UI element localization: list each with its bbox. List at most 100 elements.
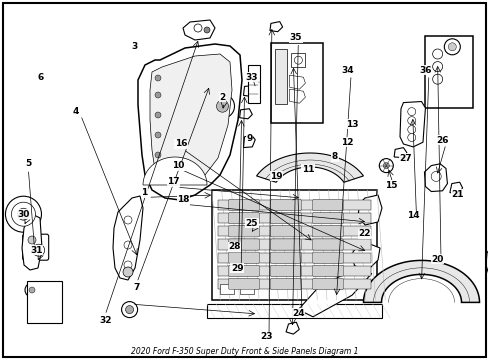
Circle shape: [294, 56, 302, 64]
Polygon shape: [399, 102, 425, 147]
Circle shape: [122, 302, 137, 318]
Text: 6: 6: [38, 73, 43, 82]
Circle shape: [124, 261, 132, 269]
Bar: [240, 284, 253, 294]
Text: 18: 18: [177, 195, 189, 204]
Polygon shape: [150, 54, 231, 185]
Circle shape: [203, 27, 209, 33]
FancyBboxPatch shape: [228, 278, 259, 289]
Circle shape: [216, 100, 228, 112]
Polygon shape: [278, 203, 341, 235]
Circle shape: [124, 216, 132, 224]
Circle shape: [194, 24, 202, 32]
Polygon shape: [285, 322, 299, 334]
Text: 7: 7: [133, 284, 140, 292]
FancyBboxPatch shape: [228, 252, 259, 263]
Polygon shape: [485, 238, 488, 284]
Circle shape: [124, 241, 132, 249]
Text: 25: 25: [245, 219, 258, 228]
FancyBboxPatch shape: [312, 213, 343, 224]
Circle shape: [36, 247, 41, 253]
Circle shape: [155, 152, 161, 158]
Circle shape: [33, 244, 44, 256]
Text: 34: 34: [340, 66, 353, 75]
Text: 20: 20: [430, 255, 443, 264]
Circle shape: [125, 306, 133, 314]
FancyBboxPatch shape: [228, 226, 259, 237]
Bar: [248, 65, 260, 103]
FancyBboxPatch shape: [270, 226, 301, 237]
Text: 2: 2: [219, 93, 225, 102]
Text: 9: 9: [245, 134, 252, 143]
Polygon shape: [357, 195, 381, 225]
Text: 26: 26: [435, 136, 448, 145]
Polygon shape: [289, 89, 305, 103]
Circle shape: [25, 283, 39, 297]
FancyBboxPatch shape: [312, 252, 343, 263]
Circle shape: [155, 75, 161, 81]
Text: 17: 17: [167, 177, 180, 186]
Text: 15: 15: [384, 181, 397, 190]
Text: 23: 23: [260, 332, 272, 341]
Circle shape: [432, 62, 442, 72]
Circle shape: [432, 49, 442, 59]
Bar: [218, 266, 370, 276]
Polygon shape: [243, 135, 255, 148]
Polygon shape: [239, 109, 252, 119]
Text: 29: 29: [230, 264, 243, 273]
Polygon shape: [256, 153, 363, 182]
Circle shape: [432, 74, 442, 84]
FancyBboxPatch shape: [312, 239, 343, 250]
Text: 28: 28: [228, 242, 241, 251]
FancyBboxPatch shape: [270, 199, 301, 211]
Polygon shape: [349, 244, 379, 270]
Circle shape: [155, 112, 161, 118]
Text: 24: 24: [291, 309, 304, 318]
Circle shape: [407, 108, 415, 116]
Text: 2020 Ford F-350 Super Duty Front & Side Panels Diagram 1: 2020 Ford F-350 Super Duty Front & Side …: [130, 346, 358, 356]
Bar: [275, 49, 287, 104]
Circle shape: [29, 287, 35, 293]
Circle shape: [444, 39, 459, 55]
Circle shape: [155, 132, 161, 138]
FancyBboxPatch shape: [312, 199, 343, 211]
Text: 12: 12: [340, 138, 353, 147]
FancyBboxPatch shape: [228, 265, 259, 276]
Bar: [218, 239, 370, 249]
Text: 13: 13: [345, 120, 358, 129]
FancyBboxPatch shape: [312, 226, 343, 237]
Text: 4: 4: [72, 107, 79, 116]
Bar: [220, 284, 234, 294]
Polygon shape: [449, 182, 462, 194]
Polygon shape: [363, 260, 479, 302]
Circle shape: [407, 117, 415, 125]
Text: 36: 36: [418, 66, 431, 75]
Text: 10: 10: [172, 161, 184, 170]
FancyBboxPatch shape: [312, 265, 343, 276]
Circle shape: [383, 163, 388, 168]
FancyBboxPatch shape: [270, 252, 301, 263]
Text: 14: 14: [406, 211, 419, 220]
Circle shape: [155, 92, 161, 98]
Polygon shape: [22, 215, 42, 270]
Bar: [291, 53, 305, 67]
Text: 21: 21: [450, 190, 463, 199]
Circle shape: [28, 236, 36, 244]
Circle shape: [379, 159, 392, 172]
Polygon shape: [138, 44, 242, 200]
Polygon shape: [113, 196, 142, 280]
Polygon shape: [393, 148, 406, 158]
Text: 33: 33: [245, 73, 258, 82]
Text: 27: 27: [399, 154, 411, 163]
Bar: [218, 253, 370, 263]
Text: 31: 31: [30, 246, 43, 255]
Circle shape: [407, 126, 415, 134]
Bar: [218, 226, 370, 237]
Text: 16: 16: [174, 139, 187, 148]
Circle shape: [447, 43, 455, 51]
Text: 11: 11: [301, 165, 314, 174]
FancyBboxPatch shape: [270, 265, 301, 276]
FancyBboxPatch shape: [22, 234, 49, 260]
Bar: [218, 279, 370, 289]
Bar: [218, 213, 370, 223]
